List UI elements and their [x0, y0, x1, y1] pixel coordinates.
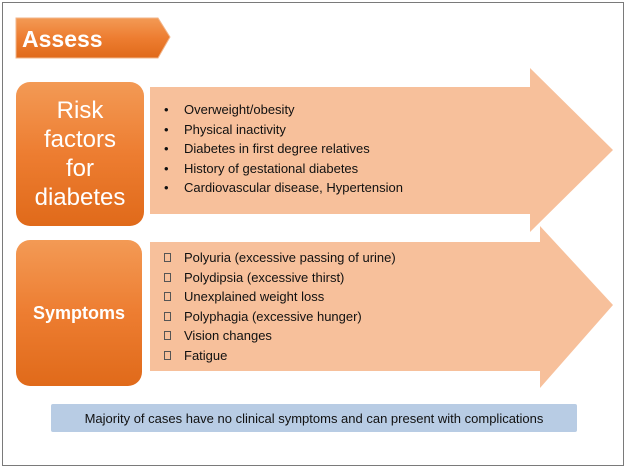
box-bullet-icon	[164, 272, 171, 282]
list-item-text: Polydipsia (excessive thirst)	[184, 269, 345, 285]
list-item-text: Polyphagia (excessive hunger)	[184, 308, 362, 324]
list-item: Polydipsia (excessive thirst)	[160, 268, 396, 288]
bullet-dot-icon: •	[164, 160, 169, 176]
box-bullet-icon	[164, 253, 171, 262]
assess-arrow	[15, 17, 171, 59]
risk-factor-list: • Overweight/obesity • Physical inactivity…	[160, 100, 403, 198]
symptoms-box	[16, 240, 142, 386]
list-item-text: History of gestational diabetes	[184, 160, 359, 176]
clinical-note-text: Majority of cases have no clinical sympt…	[84, 410, 544, 426]
symptom-list: Polyuria (excessive passing of urine) Po…	[160, 248, 396, 365]
risk-title-line: for	[65, 155, 94, 182]
list-item-text: Cardiovascular disease, Hypertension	[184, 180, 403, 195]
box-bullet-icon	[164, 311, 171, 321]
list-item-text: Overweight/obesity	[184, 102, 295, 117]
risk-factors-title: Risk factors for diabetes	[16, 82, 144, 226]
symptoms-arrow	[150, 226, 613, 388]
risk-title-line: factors	[43, 126, 117, 153]
box-bullet-icon	[164, 292, 171, 301]
box-bullet-icon	[164, 350, 171, 360]
list-item-text: Unexplained weight loss	[184, 289, 325, 304]
box-bullet-icon	[164, 331, 171, 340]
bullet-dot-icon: •	[164, 102, 169, 117]
diagram-frame	[2, 2, 624, 466]
list-item: Vision changes	[160, 326, 396, 346]
list-item: • Physical inactivity	[160, 120, 403, 140]
list-item: Polyphagia (excessive hunger)	[160, 307, 396, 327]
risk-arrow	[150, 68, 613, 232]
bullet-dot-icon: •	[164, 141, 169, 156]
clinical-note: Majority of cases have no clinical sympt…	[51, 404, 577, 432]
bullet-dot-icon: •	[164, 180, 169, 195]
list-item-text: Physical inactivity	[184, 121, 286, 137]
symptoms-title: Symptoms	[32, 302, 126, 323]
list-item: • Cardiovascular disease, Hypertension	[160, 178, 403, 198]
list-item: Polyuria (excessive passing of urine)	[160, 248, 396, 268]
list-item: • Diabetes in first degree relatives	[160, 139, 403, 159]
assess-label: Assess	[22, 26, 103, 52]
risk-title-line: diabetes	[34, 184, 126, 211]
list-item-text: Vision changes	[184, 328, 272, 343]
list-item-text: Polyuria (excessive passing of urine)	[184, 250, 396, 265]
bullet-dot-icon: •	[164, 121, 169, 137]
list-item-text: Diabetes in first degree relatives	[184, 141, 370, 156]
list-item: Fatigue	[160, 346, 396, 366]
risk-box	[16, 82, 144, 226]
list-item: • History of gestational diabetes	[160, 159, 403, 179]
list-item: • Overweight/obesity	[160, 100, 403, 120]
list-item-text: Fatigue	[184, 347, 228, 363]
list-item: Unexplained weight loss	[160, 287, 396, 307]
risk-title-line: Risk	[56, 97, 104, 124]
